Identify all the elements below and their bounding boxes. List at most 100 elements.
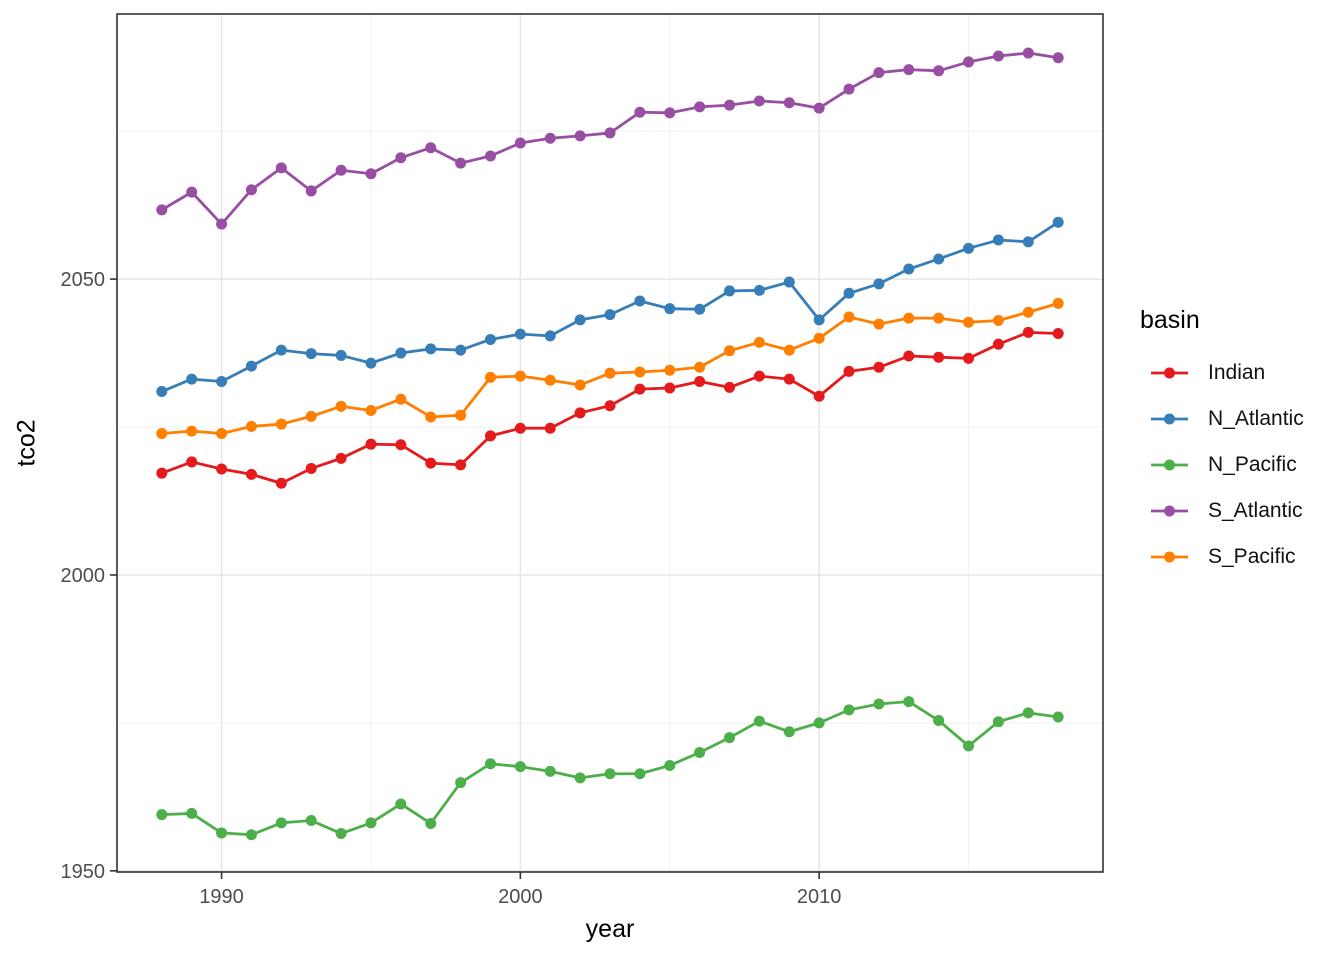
data-point-Indian-2001 — [544, 422, 556, 434]
data-point-Indian-1993 — [305, 462, 317, 474]
data-point-Indian-2011 — [843, 365, 855, 377]
data-point-Indian-1989 — [186, 456, 198, 468]
data-point-S_Pacific-2001 — [544, 374, 556, 386]
data-point-N_Pacific-2001 — [544, 765, 556, 777]
legend-item-N_Atlantic: N_Atlantic — [1140, 396, 1304, 442]
legend-label: N_Atlantic — [1208, 407, 1304, 430]
data-point-S_Pacific-2010 — [813, 332, 825, 344]
data-point-N_Atlantic-1995 — [365, 357, 377, 369]
data-point-S_Pacific-2013 — [903, 312, 915, 324]
data-point-N_Pacific-2010 — [813, 717, 825, 729]
data-point-N_Atlantic-2002 — [574, 314, 586, 326]
legend-key-icon — [1151, 551, 1188, 563]
series-S_Atlantic — [156, 47, 1064, 230]
data-point-S_Pacific-1997 — [425, 411, 437, 423]
data-point-S_Atlantic-2012 — [873, 67, 885, 79]
data-point-Indian-1998 — [455, 459, 467, 471]
data-point-S_Pacific-1990 — [216, 428, 228, 440]
data-point-N_Atlantic-2005 — [664, 303, 676, 315]
data-point-S_Pacific-1991 — [245, 420, 257, 432]
data-point-S_Pacific-2008 — [753, 336, 765, 348]
data-point-N_Pacific-2008 — [753, 715, 765, 727]
data-point-N_Pacific-1989 — [186, 807, 198, 819]
data-point-N_Pacific-2006 — [694, 746, 706, 758]
data-point-N_Atlantic-1988 — [156, 386, 168, 398]
plot-panel — [117, 14, 1103, 872]
data-point-N_Atlantic-1997 — [425, 343, 437, 355]
data-point-S_Pacific-1995 — [365, 404, 377, 416]
data-point-Indian-2005 — [664, 382, 676, 394]
data-point-Indian-1992 — [275, 477, 287, 489]
data-point-N_Atlantic-1999 — [484, 333, 496, 345]
data-point-S_Atlantic-1988 — [156, 204, 168, 216]
data-point-Indian-2000 — [514, 422, 526, 434]
data-point-S_Pacific-1996 — [395, 393, 407, 405]
data-point-N_Atlantic-2003 — [604, 309, 616, 321]
data-point-N_Atlantic-1990 — [216, 375, 228, 387]
data-point-Indian-1994 — [335, 452, 347, 464]
data-point-Indian-2008 — [753, 370, 765, 382]
data-point-N_Pacific-1998 — [455, 777, 467, 789]
gridlines-major — [117, 14, 1103, 872]
data-point-N_Pacific-2003 — [604, 768, 616, 780]
data-point-N_Atlantic-2000 — [514, 328, 526, 340]
data-point-S_Pacific-2015 — [963, 316, 975, 328]
data-point-Indian-2016 — [992, 338, 1004, 350]
data-point-S_Pacific-1994 — [335, 400, 347, 412]
data-point-Indian-2015 — [963, 352, 975, 364]
data-point-S_Atlantic-1993 — [305, 185, 317, 197]
data-point-S_Atlantic-2008 — [753, 95, 765, 107]
data-point-S_Pacific-2017 — [1022, 306, 1034, 318]
data-point-S_Atlantic-1996 — [395, 152, 407, 164]
data-point-S_Atlantic-2000 — [514, 137, 526, 149]
data-point-N_Pacific-1997 — [425, 817, 437, 829]
legend-items: Indian N_Atlantic N_Pacific S_Atlantic S_Pac… — [1140, 350, 1304, 580]
data-point-Indian-1990 — [216, 463, 228, 475]
data-point-Indian-1988 — [156, 467, 168, 479]
legend-item-Indian: Indian — [1140, 350, 1304, 396]
legend-key-icon — [1151, 413, 1188, 425]
data-point-S_Pacific-2011 — [843, 311, 855, 323]
data-point-S_Pacific-2002 — [574, 379, 586, 391]
legend-item-S_Atlantic: S_Atlantic — [1140, 488, 1304, 534]
data-point-N_Atlantic-2009 — [783, 276, 795, 288]
legend-label: S_Atlantic — [1208, 499, 1303, 522]
legend-item-S_Pacific: S_Pacific — [1140, 534, 1304, 580]
data-point-N_Pacific-2014 — [933, 715, 945, 727]
y-tick-label-1950: 1950 — [61, 861, 106, 883]
data-point-N_Atlantic-2013 — [903, 263, 915, 275]
data-point-N_Pacific-1992 — [275, 817, 287, 829]
data-point-N_Atlantic-2018 — [1052, 216, 1064, 228]
y-axis-title: tco2 — [12, 419, 41, 467]
data-point-N_Pacific-2013 — [903, 696, 915, 708]
data-point-Indian-2006 — [694, 375, 706, 387]
data-point-S_Pacific-2006 — [694, 361, 706, 373]
data-point-Indian-2004 — [634, 383, 646, 395]
data-point-N_Atlantic-2011 — [843, 287, 855, 299]
data-point-Indian-2013 — [903, 350, 915, 362]
legend-label: N_Pacific — [1208, 453, 1297, 476]
data-point-S_Atlantic-1994 — [335, 164, 347, 176]
data-point-Indian-2012 — [873, 361, 885, 373]
data-point-S_Atlantic-2018 — [1052, 52, 1064, 64]
data-point-S_Atlantic-2015 — [963, 56, 975, 68]
data-point-S_Pacific-1999 — [484, 371, 496, 383]
data-point-S_Atlantic-2013 — [903, 64, 915, 76]
data-point-N_Pacific-1990 — [216, 827, 228, 839]
data-point-S_Pacific-1989 — [186, 425, 198, 437]
data-point-N_Atlantic-1989 — [186, 373, 198, 385]
data-point-S_Atlantic-2010 — [813, 102, 825, 114]
data-point-N_Atlantic-1992 — [275, 344, 287, 356]
data-point-N_Pacific-2018 — [1052, 711, 1064, 723]
data-point-S_Pacific-2014 — [933, 312, 945, 324]
data-point-N_Pacific-1991 — [245, 829, 257, 841]
legend-label: S_Pacific — [1208, 545, 1296, 568]
data-point-S_Pacific-2016 — [992, 315, 1004, 327]
data-point-S_Atlantic-2004 — [634, 106, 646, 118]
data-point-S_Atlantic-1990 — [216, 218, 228, 230]
data-point-S_Atlantic-2003 — [604, 127, 616, 139]
data-point-S_Atlantic-2007 — [724, 99, 736, 111]
data-point-S_Atlantic-1999 — [484, 150, 496, 162]
legend-key-icon — [1151, 505, 1188, 517]
